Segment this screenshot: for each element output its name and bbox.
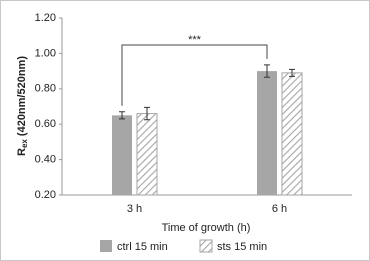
- annotation: ***: [188, 34, 202, 46]
- x-tick-label: 3 h: [127, 203, 142, 215]
- x-axis-label: Time of growth (h): [162, 222, 251, 234]
- y-tick-label: 1.20: [35, 12, 56, 24]
- x-tick-label: 6 h: [272, 203, 287, 215]
- error-bar: [119, 111, 125, 120]
- legend-label: ctrl 15 min: [117, 241, 168, 253]
- y-tick-label: 1.00: [35, 47, 56, 59]
- y-axis-label: Rex (420nm/520nm): [16, 56, 29, 156]
- error-bar: [289, 68, 295, 77]
- legend-label: sts 15 min: [217, 241, 267, 253]
- y-tick-label: 0.20: [35, 189, 56, 201]
- bar: [136, 113, 158, 196]
- bar: [257, 71, 277, 195]
- significance-bracket: [121, 44, 268, 106]
- error-bar: [264, 64, 270, 78]
- error-bar: [144, 106, 150, 121]
- y-tick-label: 0.40: [35, 154, 56, 166]
- y-tick-label: 0.80: [35, 83, 56, 95]
- legend-swatch: [100, 240, 112, 252]
- bar: [281, 72, 303, 196]
- bar: [112, 115, 132, 195]
- y-tick-label: 0.60: [35, 118, 56, 130]
- legend-swatch: [199, 239, 213, 253]
